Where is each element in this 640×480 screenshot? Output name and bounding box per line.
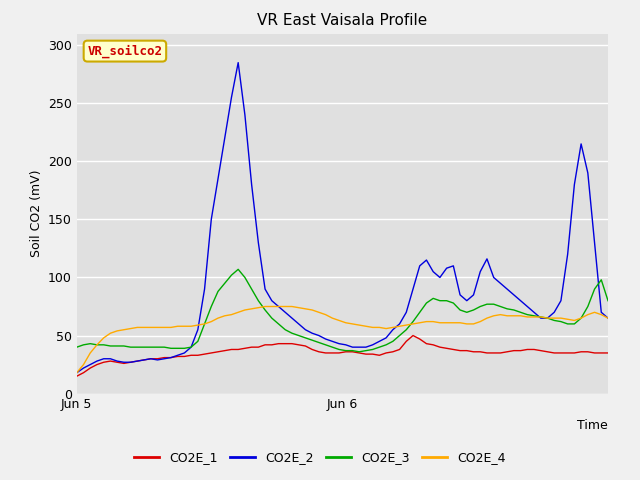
CO2E_4 [396,324,403,329]
CO2E_4 [73,370,81,375]
Line: CO2E_3: CO2E_3 [77,269,608,352]
CO2E_4 [315,310,323,315]
CO2E_3 [315,340,323,346]
Line: CO2E_2: CO2E_2 [77,62,608,372]
CO2E_4 [550,315,558,321]
CO2E_2 [73,370,81,375]
CO2E_3 [429,296,437,301]
CO2E_1 [308,347,316,352]
Text: Time: Time [577,419,608,432]
Line: CO2E_1: CO2E_1 [77,336,608,376]
CO2E_3 [355,349,363,355]
CO2E_1 [409,333,417,338]
CO2E_1 [73,373,81,379]
CO2E_2 [403,310,410,315]
Title: VR East Vaisala Profile: VR East Vaisala Profile [257,13,428,28]
CO2E_3 [73,344,81,350]
CO2E_3 [604,298,612,303]
CO2E_1 [550,350,558,356]
CO2E_3 [557,319,564,324]
Legend: CO2E_1, CO2E_2, CO2E_3, CO2E_4: CO2E_1, CO2E_2, CO2E_3, CO2E_4 [129,446,511,469]
CO2E_2 [315,333,323,338]
CO2E_4 [422,319,430,324]
CO2E_3 [449,300,457,306]
CO2E_4 [604,315,612,321]
CO2E_2 [443,265,451,271]
Y-axis label: Soil CO2 (mV): Soil CO2 (mV) [29,170,42,257]
CO2E_4 [443,320,451,325]
CO2E_3 [409,319,417,324]
CO2E_2 [604,315,612,321]
CO2E_1 [604,350,612,356]
CO2E_2 [550,310,558,315]
Line: CO2E_4: CO2E_4 [77,307,608,372]
CO2E_1 [396,347,403,352]
CO2E_2 [396,321,403,327]
CO2E_3 [234,266,242,272]
CO2E_1 [389,349,397,355]
CO2E_1 [443,346,451,351]
Text: VR_soilco2: VR_soilco2 [88,44,163,58]
CO2E_4 [403,322,410,328]
CO2E_3 [403,327,410,333]
CO2E_1 [422,341,430,347]
CO2E_4 [261,304,269,310]
CO2E_2 [234,60,242,65]
CO2E_2 [422,257,430,263]
